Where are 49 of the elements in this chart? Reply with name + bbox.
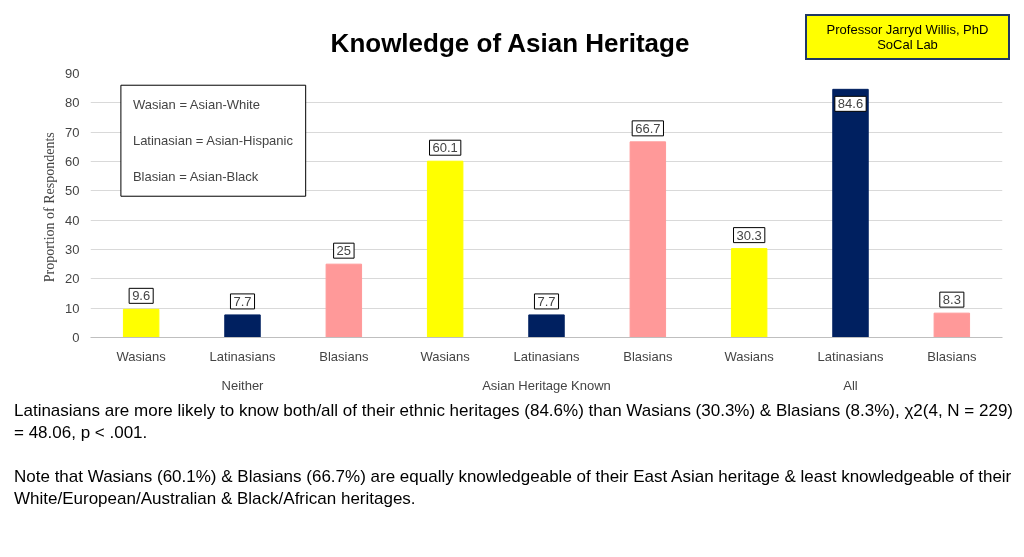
text: Asian Heritage Known	[482, 377, 611, 393]
x-tick-label: Latinasians	[817, 348, 884, 364]
data-label: 8.3	[942, 292, 961, 308]
bar	[122, 308, 160, 338]
y-tick-label: 0	[72, 330, 80, 345]
text: Professor Jarryd Willis, PhD	[826, 22, 989, 37]
text: Neither	[221, 377, 265, 393]
bar	[224, 314, 261, 338]
bar	[629, 141, 667, 338]
x-tick-label: Wasians	[724, 348, 775, 364]
data-label: 25	[336, 243, 352, 259]
data-label: 60.1	[432, 140, 458, 156]
data-label: 84.6	[837, 96, 864, 112]
y-tick-label: 70	[65, 124, 80, 140]
annotation: Blasian = Asian-Black	[132, 169, 259, 185]
x-tick-label: Blasians	[927, 348, 977, 364]
annotation: Wasian = Asian-White	[132, 97, 260, 113]
data-label: 9.6	[132, 288, 151, 304]
data-label: 7.7	[537, 293, 556, 309]
x-tick-label: Blasians	[319, 348, 369, 364]
bar	[730, 248, 768, 338]
y-tick-label: 20	[65, 271, 80, 287]
y-tick-label: 50	[65, 183, 80, 199]
annotation: Latinasian = Asian-Hispanic	[132, 133, 294, 149]
text: SoCal Lab	[877, 37, 938, 52]
x-tick-label: Blasians	[623, 348, 673, 364]
x-tick-label: Latinasians	[209, 348, 276, 364]
y-tick-label: 10	[65, 300, 80, 316]
y-tick-label: 80	[65, 95, 80, 111]
y-tick-label: 30	[65, 242, 80, 257]
y-tick-label: 90	[65, 66, 80, 81]
y-axis-title: Proportion of Respondents	[42, 132, 58, 283]
data-label: 66.7	[635, 120, 661, 136]
text: All	[843, 377, 858, 393]
chart-title: Knowledge of Asian Heritage	[329, 28, 691, 59]
bar	[528, 314, 565, 338]
y-tick-label: 60	[65, 154, 80, 169]
x-tick-label: Latinasians	[513, 348, 580, 364]
bar	[933, 312, 971, 338]
text: Note that Wasians (60.1%) & Blasians (66.7%) are equally knowledgeable of their East Asian heritage & least knowledgeable of their White/European/Australian & Black/African heritages.	[14, 467, 1012, 509]
data-label: 30.3	[736, 227, 762, 243]
data-label: 7.7	[233, 293, 252, 309]
bar	[832, 88, 869, 338]
y-tick-label: 40	[65, 212, 80, 228]
text: Latinasians are more likely to know both/all of their ethnic heritages (84.6%) than Wasians (30.3%) & Blasians (8.3%), χ2(4, N = 229) = 48.06, p < .001.	[14, 401, 1014, 443]
bar	[325, 263, 363, 338]
x-tick-label: Wasians	[116, 348, 167, 364]
bar	[426, 160, 464, 338]
x-tick-label: Wasians	[420, 348, 471, 364]
